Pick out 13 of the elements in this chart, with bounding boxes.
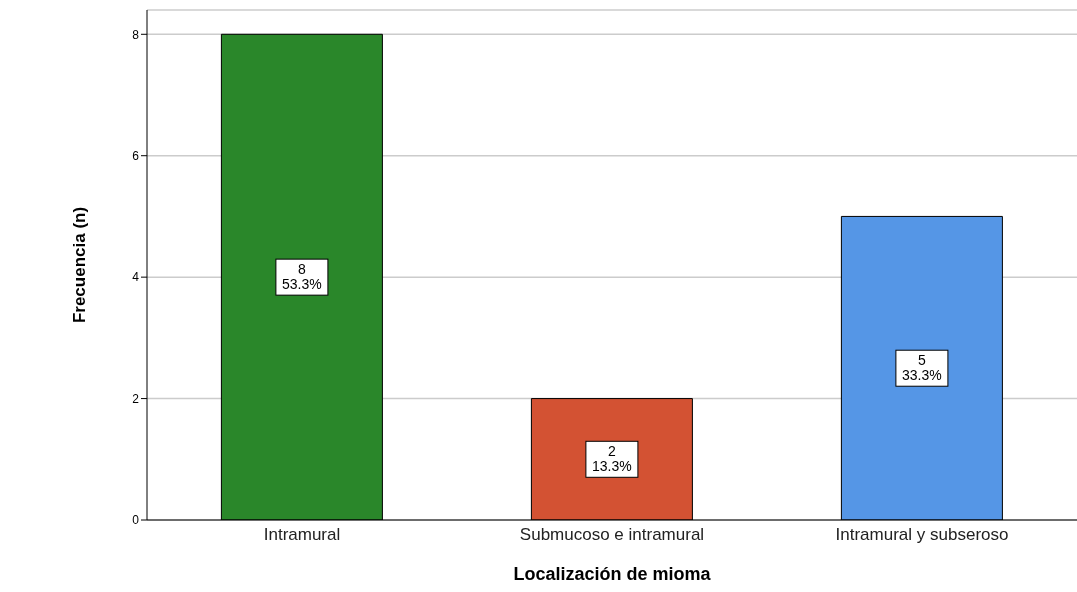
x-tick-label: Intramural (263, 525, 341, 545)
x-tick-label: Submucoso e intramural (519, 525, 705, 545)
y-tick-label: 4 (132, 270, 140, 285)
data-label: 5 33.3% (902, 352, 942, 384)
x-axis-title: Localización de mioma (513, 564, 712, 584)
data-label: 2 13.3% (592, 443, 632, 475)
y-tick-label: 2 (132, 391, 140, 406)
y-tick-label: 0 (132, 513, 140, 528)
data-label: 8 53.3% (282, 261, 322, 293)
y-tick-label: 6 (132, 148, 140, 163)
y-axis-title: Frecuencia (n) (70, 206, 90, 324)
y-tick-label: 8 (132, 27, 140, 42)
x-tick-label: Intramural y subseroso (835, 525, 1009, 545)
